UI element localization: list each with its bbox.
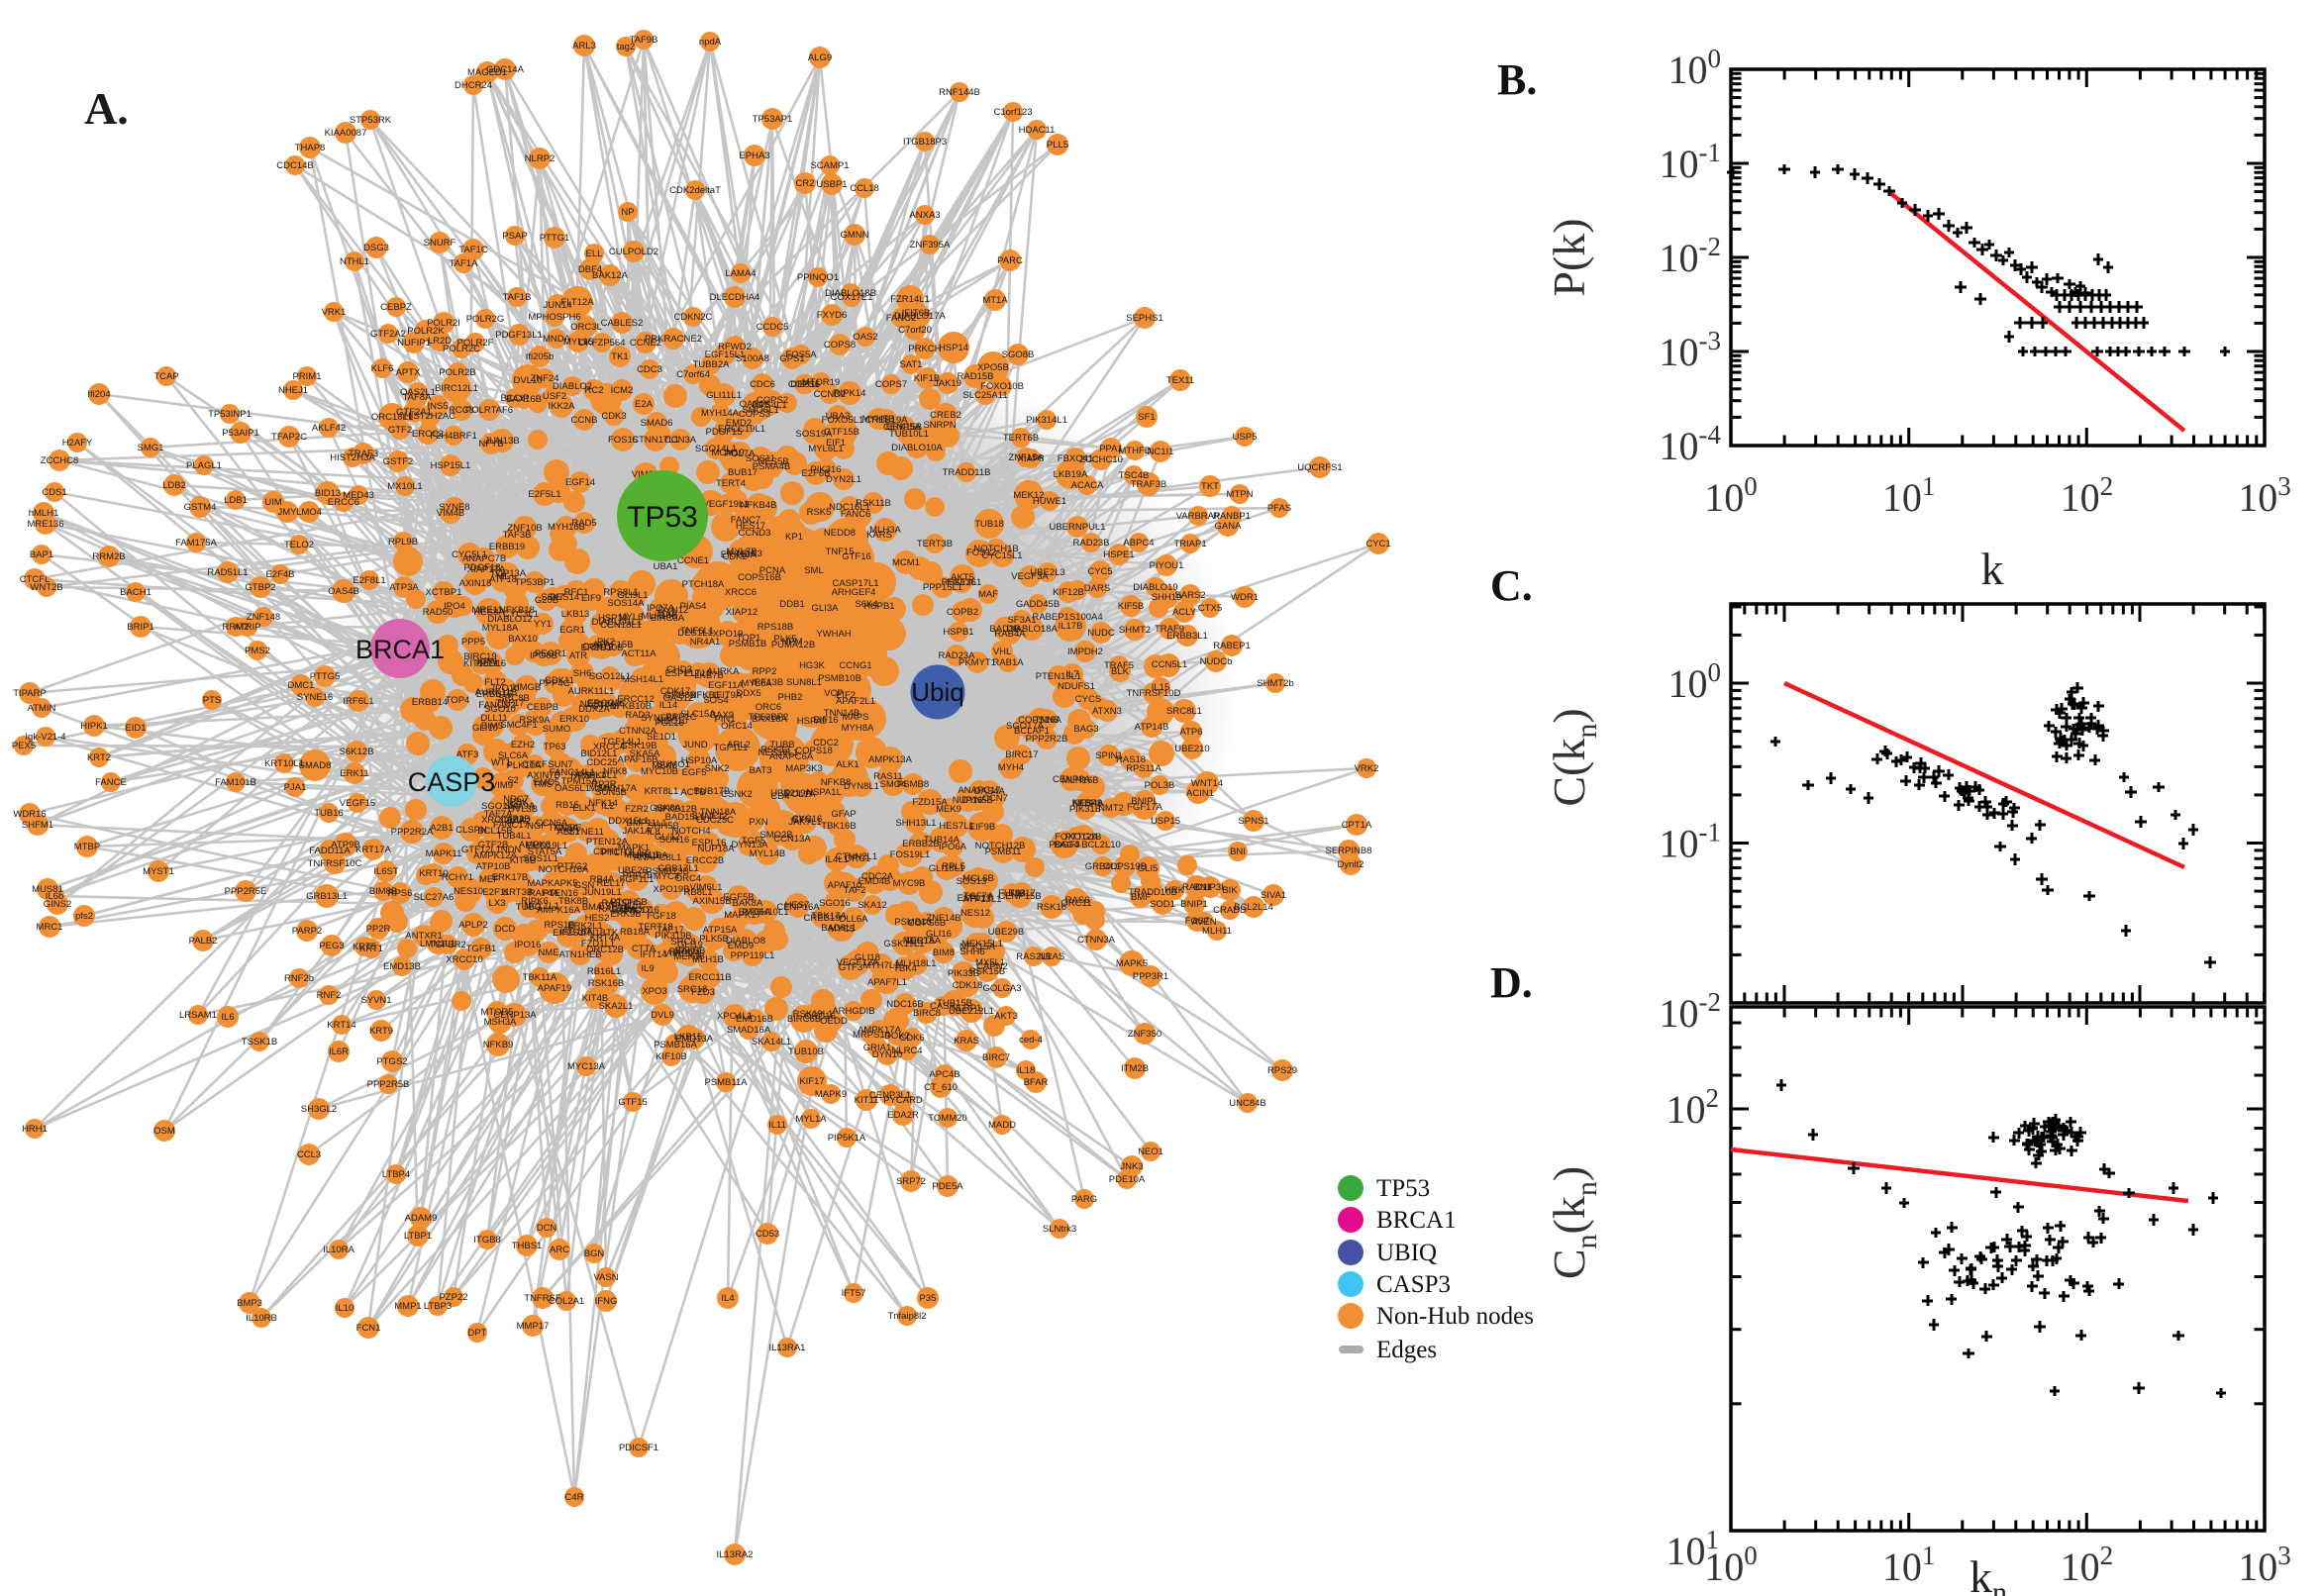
svg-text:A.: A.: [84, 83, 129, 134]
